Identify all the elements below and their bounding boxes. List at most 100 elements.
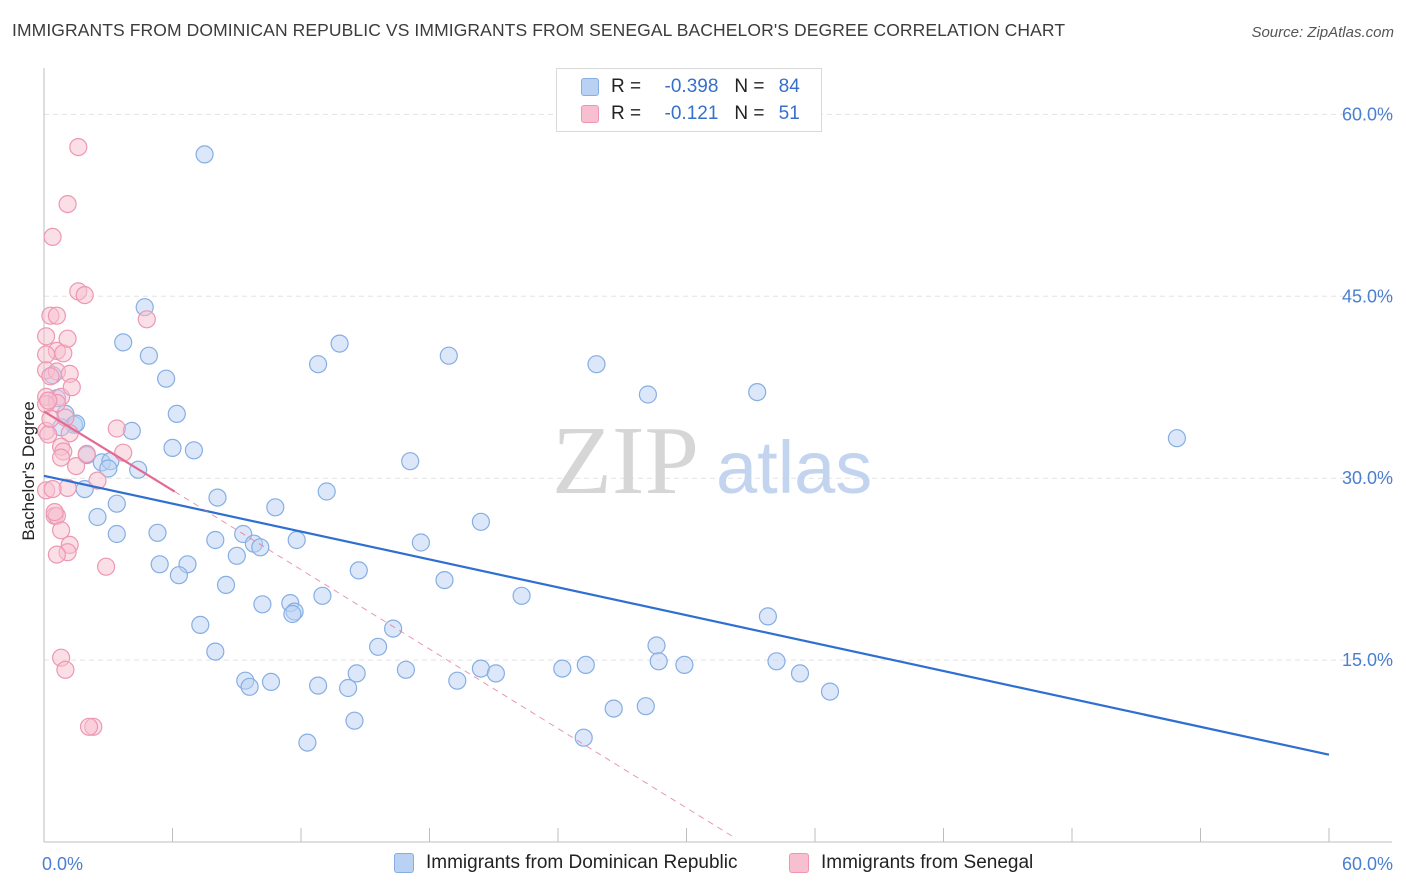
- data-point-dominican: [339, 678, 358, 698]
- data-point-dominican: [576, 655, 595, 675]
- trend-lines: [43, 410, 1330, 839]
- legend-row-senegal: R = -0.121 N = 51: [557, 101, 800, 127]
- data-point-senegal: [96, 557, 116, 576]
- data-point-dominican: [330, 334, 349, 353]
- data-point-senegal: [36, 345, 56, 364]
- watermark: ZIP atlas: [552, 407, 872, 515]
- data-point-senegal: [43, 227, 62, 246]
- data-point-dominican: [169, 566, 188, 585]
- data-point-senegal: [137, 310, 156, 329]
- legend-n-value: 84: [778, 76, 800, 97]
- data-point-dominican: [553, 659, 572, 678]
- legend-swatch-pink: [581, 105, 599, 123]
- data-point-dominican: [396, 660, 415, 679]
- data-point-dominican: [167, 404, 186, 423]
- stats-legend: R = -0.398 N = 84 R = -0.121 N = 51: [556, 68, 822, 132]
- data-point-dominican: [266, 498, 285, 517]
- data-point-senegal: [47, 306, 67, 325]
- data-point-dominican: [647, 636, 666, 655]
- data-point-dominican: [309, 676, 328, 695]
- legend-r-label: R =: [611, 103, 642, 124]
- data-point-dominican: [287, 530, 306, 550]
- series-legend-senegal: Immigrants from Senegal: [789, 852, 1033, 874]
- data-point-dominican: [148, 523, 167, 542]
- data-point-dominican: [99, 459, 118, 478]
- data-point-dominican: [369, 637, 388, 656]
- data-point-senegal: [58, 329, 77, 348]
- data-point-senegal: [51, 521, 71, 540]
- data-point-dominican: [195, 145, 214, 164]
- data-point-senegal: [47, 545, 67, 564]
- data-point-dominican: [216, 575, 236, 595]
- data-point-dominican: [227, 546, 246, 565]
- data-point-senegal: [77, 444, 96, 463]
- legend-swatch-blue: [581, 78, 599, 96]
- watermark-atlas: atlas: [716, 426, 872, 509]
- gridlines: [44, 113, 1392, 661]
- data-point-dominican: [88, 507, 107, 527]
- source-credit: Source: ZipAtlas.com: [1251, 24, 1394, 41]
- data-point-senegal: [66, 457, 86, 476]
- series-legend-dominican: Immigrants from Dominican Republic: [394, 852, 738, 874]
- data-point-dominican: [649, 652, 668, 671]
- data-point-dominican: [790, 664, 810, 683]
- data-point-dominican: [411, 533, 430, 552]
- data-point-senegal: [114, 443, 133, 462]
- data-point-dominican: [748, 383, 767, 402]
- legend-n-label: N =: [734, 103, 765, 124]
- data-point-dominican: [107, 494, 126, 513]
- data-point-dominican: [820, 682, 840, 701]
- y-tick-label: 45.0%: [1342, 286, 1393, 306]
- data-point-senegal: [45, 502, 64, 522]
- axes: [43, 68, 1392, 843]
- data-point-dominican: [574, 728, 593, 747]
- data-point-dominican: [767, 652, 786, 671]
- data-point-senegal: [51, 448, 71, 467]
- legend-swatch-blue: [394, 853, 414, 873]
- data-point-senegal: [88, 471, 107, 490]
- data-point-dominican: [150, 555, 169, 574]
- legend-row-dominican: R = -0.398 N = 84: [557, 74, 800, 100]
- legend-n-value: 51: [778, 103, 800, 124]
- data-point-senegal: [36, 327, 56, 346]
- data-point-dominican: [317, 482, 336, 501]
- legend-r-value: -0.121: [664, 103, 719, 124]
- data-point-senegal: [56, 660, 75, 679]
- x-tick-label: 0.0%: [42, 854, 83, 874]
- legend-r-value: -0.398: [664, 76, 719, 97]
- watermark-zip: ZIP: [552, 407, 699, 515]
- data-point-dominican: [122, 421, 141, 440]
- legend-swatch-pink: [789, 853, 809, 873]
- tick-labels: 15.0% 30.0% 45.0% 60.0% 0.0% 60.0%: [42, 104, 1393, 874]
- data-point-dominican: [261, 672, 281, 692]
- data-point-dominican: [638, 385, 658, 404]
- data-point-senegal: [39, 425, 58, 444]
- data-point-dominican: [471, 512, 490, 531]
- data-point-dominican: [191, 615, 210, 635]
- data-point-senegal: [41, 409, 60, 428]
- data-point-dominican: [240, 677, 259, 696]
- data-point-dominican: [512, 586, 531, 605]
- data-point-dominican: [435, 570, 454, 590]
- y-tick-label: 15.0%: [1342, 650, 1393, 670]
- data-point-dominican: [114, 333, 133, 352]
- x-tick-label: 60.0%: [1342, 854, 1393, 874]
- data-point-dominican: [206, 530, 225, 550]
- data-point-dominican: [184, 441, 203, 460]
- legend-r-label: R =: [611, 76, 642, 97]
- data-point-dominican: [313, 586, 332, 605]
- data-point-dominican: [758, 607, 778, 626]
- data-point-senegal: [41, 367, 60, 386]
- data-point-dominican: [347, 664, 366, 683]
- data-point-dominican: [448, 671, 467, 690]
- data-point-senegal: [58, 195, 77, 214]
- data-point-dominican: [636, 697, 655, 716]
- data-point-dominican: [439, 346, 458, 365]
- trend-line-senegal: [43, 410, 176, 493]
- data-point-dominican: [107, 524, 126, 544]
- y-tick-label: 60.0%: [1342, 104, 1393, 124]
- data-point-senegal: [79, 717, 99, 736]
- data-point-dominican: [587, 355, 606, 374]
- data-point-dominican: [139, 346, 158, 365]
